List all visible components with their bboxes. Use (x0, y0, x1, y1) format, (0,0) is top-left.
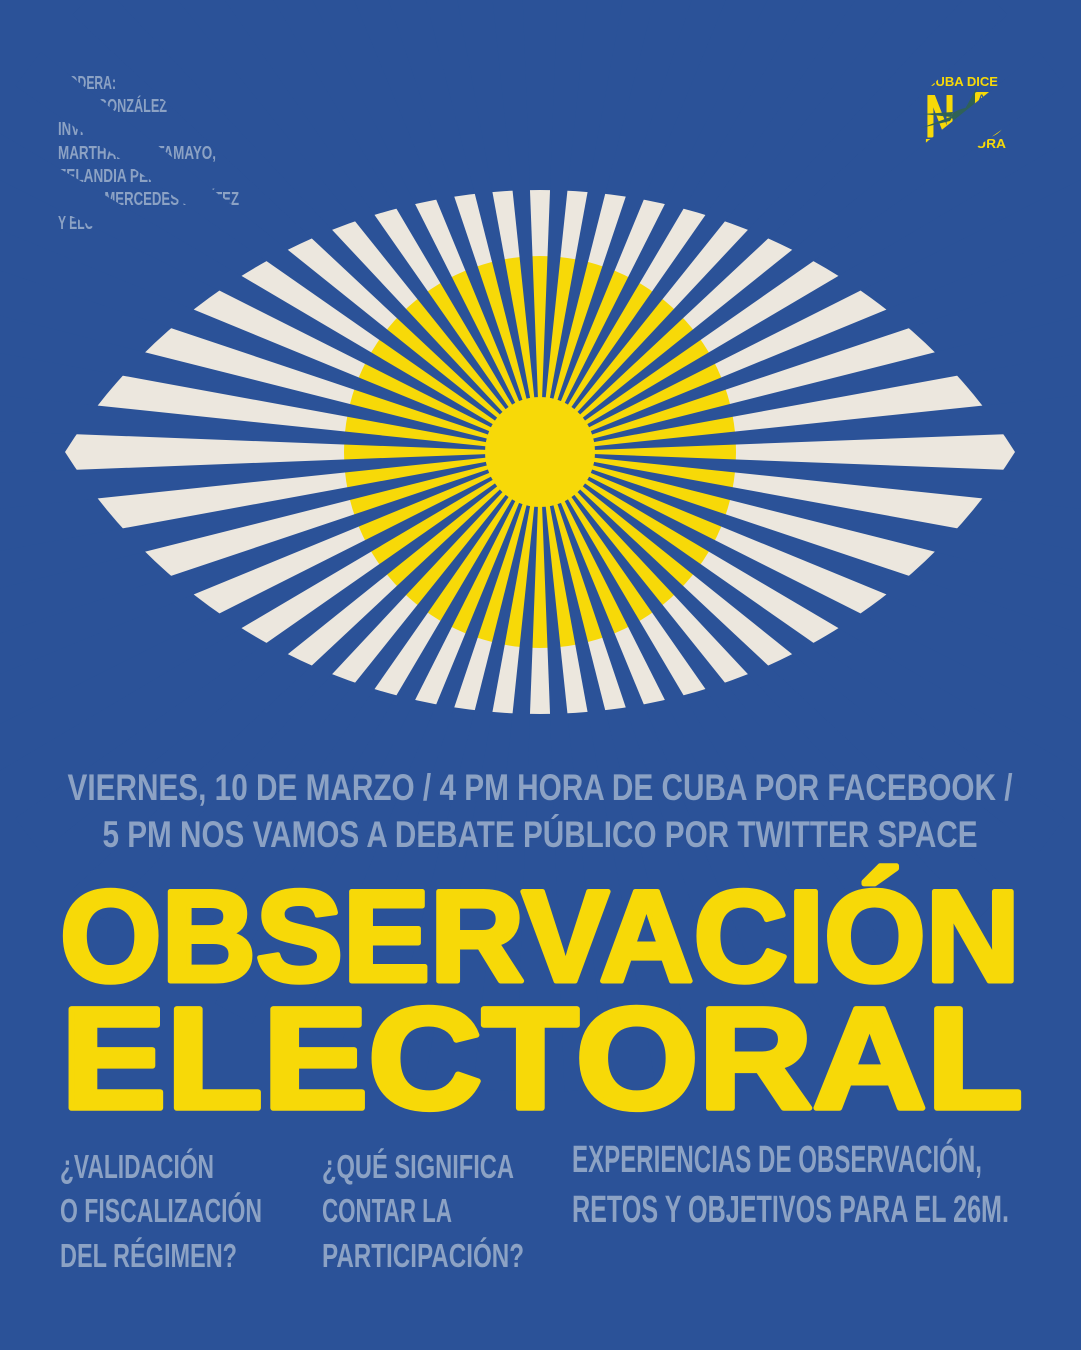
eye-ray-gap (296, 452, 540, 1059)
schedule-line-2: 5 PM NOS VAMOS A DEBATE PÚBLICO POR TWIT… (103, 813, 978, 855)
eye-ray-gap (540, 0, 1008, 452)
topic-2-line-1: ¿QUÉ SIGNIFICA (322, 1148, 514, 1185)
topic-1-line-1: ¿VALIDACIÓN (60, 1148, 214, 1185)
main-title: OBSERVACIÓN ELECTORAL (58, 861, 1026, 1142)
eye-ray-gap (540, 0, 726, 452)
eye-ray-gap (354, 0, 540, 452)
eye-ray-gap (540, 452, 697, 1082)
eye-ray-gap (540, 0, 903, 452)
eye-ray-gap (540, 452, 1008, 920)
eye-ray-gap (540, 452, 607, 1092)
eye-ray-gap (540, 0, 807, 452)
eye-ray-gap (15, 452, 540, 853)
eye-ray-gap (540, 452, 1065, 853)
topic-1-line-2: O FISCALIZACIÓN (60, 1192, 262, 1229)
eye-ray-gap (473, 452, 540, 1092)
topic-2-line-3: PARTICIPACIÓN? (322, 1237, 524, 1274)
eye-ray-gap (540, 452, 941, 977)
eye-ray-gap (540, 51, 1065, 452)
eye-ray-gap (540, 452, 1081, 509)
eye-ray-gap (540, 132, 1081, 452)
eye-ray-gap (139, 452, 540, 977)
eye-ray-gap (0, 452, 540, 675)
eye-ray-gap (383, 452, 540, 1082)
eye-ray-gap (540, 452, 1081, 675)
topic-3-line-1: EXPERIENCIAS DE OBSERVACIÓN, (572, 1137, 982, 1181)
schedule-line-1: VIERNES, 10 DE MARZO / 4 PM HORA DE CUBA… (68, 767, 1013, 808)
logo-top-text: CUBA DICE (926, 75, 998, 89)
topic-2-line-2: CONTAR LA (322, 1192, 452, 1229)
eye-pupil (485, 397, 595, 507)
eye-ray-gap (0, 229, 540, 452)
eye-ray-gap (72, 452, 540, 920)
eye-ray-gap (214, 452, 541, 1024)
topic-3-line-2: RETOS Y OBJETIVOS PARA EL 26M. (572, 1189, 1009, 1231)
topics-block: ¿VALIDACIÓN O FISCALIZACIÓN DEL RÉGIMEN?… (60, 1137, 1009, 1274)
eye-ray-gap (540, 452, 784, 1059)
topic-1-line-3: DEL RÉGIMEN? (60, 1237, 237, 1274)
eye-ray-gap (0, 452, 540, 509)
eye-ray-gap (540, 452, 866, 1024)
eye-ray-gap (273, 0, 540, 452)
eye-ray-gap (540, 452, 1081, 589)
eye-ray-gap (177, 0, 540, 452)
eye-ray-gap (15, 51, 540, 452)
eye-ray-gap (72, 0, 540, 452)
title-line-2: ELECTORAL (61, 978, 1023, 1139)
schedule-block: VIERNES, 10 DE MARZO / 4 PM HORA DE CUBA… (68, 767, 1013, 855)
eye-ray-gap (0, 315, 540, 452)
eye-ray-gap (540, 229, 1081, 452)
eye-ray-gap (425, 0, 540, 452)
eye-rays-graphic (0, 0, 1081, 1092)
eye-ray-gap (540, 0, 655, 452)
title-line-1: OBSERVACIÓN (60, 863, 1020, 1009)
